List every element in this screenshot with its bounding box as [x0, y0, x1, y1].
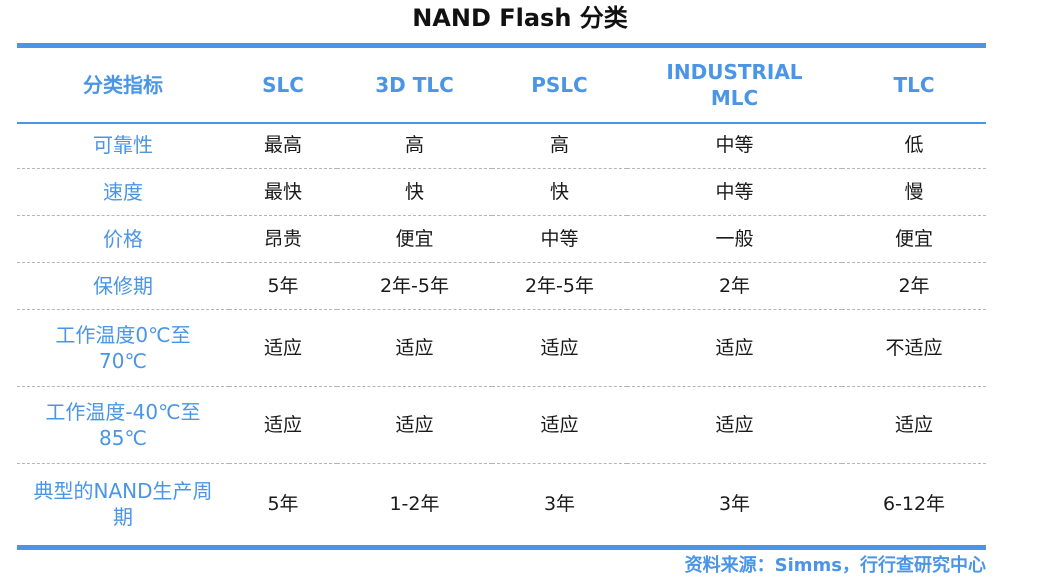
table-cell: 快 — [492, 168, 627, 216]
table-cell: 中等 — [627, 168, 842, 216]
table-cell: 适应 — [337, 386, 492, 464]
table-row: 工作温度0℃至70℃ 适应 适应 适应 适应 不适应 — [17, 309, 986, 387]
table-cell: 便宜 — [842, 215, 986, 263]
row-label-production-cycle-text: 典型的NAND生产周期 — [33, 479, 213, 529]
table-row: 价格 昂贵 便宜 中等 一般 便宜 — [17, 215, 986, 263]
table-cell: 适应 — [627, 386, 842, 464]
table-cell: 适应 — [492, 309, 627, 387]
table-row: 速度 最快 快 快 中等 慢 — [17, 168, 986, 216]
table-cell: 2年-5年 — [492, 262, 627, 310]
row-label-production-cycle: 典型的NAND生产周期 — [17, 464, 229, 545]
table-cell: 高 — [337, 122, 492, 169]
column-header-tlc: TLC — [893, 73, 935, 97]
table-cell: 2年-5年 — [337, 262, 492, 310]
table-cell: 2年 — [842, 262, 986, 310]
table-cell: 6-12年 — [882, 493, 946, 515]
table-cell: 不适应 — [842, 309, 986, 387]
row-label-price: 价格 — [17, 215, 229, 263]
column-header-industrial-mlc: INDUSTRIAL MLC — [627, 48, 842, 122]
column-header-industrial-mlc-text: INDUSTRIAL MLC — [666, 60, 803, 110]
table-cell: 2年 — [627, 262, 842, 310]
row-label-temp-0-70: 工作温度0℃至70℃ — [17, 309, 229, 387]
table-cell: 昂贵 — [229, 215, 337, 263]
table-header-row: 分类指标 SLC 3D TLC PSLC INDUSTRIAL MLC TLC — [17, 48, 986, 122]
column-header-slc: SLC — [262, 73, 304, 97]
table-row: 可靠性 最高 高 高 中等 低 — [17, 122, 986, 169]
row-label-temp-minus40-85-text: 工作温度-40℃至85℃ — [45, 400, 201, 450]
table-cell: 3年 — [543, 493, 576, 515]
table-cell: 1-2年 — [389, 493, 440, 515]
table-cell: 3年 — [718, 493, 751, 515]
row-label-temp-minus40-85: 工作温度-40℃至85℃ — [17, 386, 229, 464]
table-cell: 一般 — [627, 215, 842, 263]
row-label-reliability: 可靠性 — [17, 122, 229, 169]
table-cell: 高 — [492, 122, 627, 169]
column-header-3d-tlc: 3D TLC — [375, 73, 454, 97]
column-header-metric: 分类指标 — [83, 73, 163, 97]
table-cell: 便宜 — [337, 215, 492, 263]
header-divider — [17, 122, 986, 124]
table-cell: 适应 — [492, 386, 627, 464]
table-cell: 慢 — [842, 168, 986, 216]
table-cell: 适应 — [229, 386, 337, 464]
table-cell: 适应 — [337, 309, 492, 387]
table-cell: 适应 — [627, 309, 842, 387]
table-cell: 中等 — [492, 215, 627, 263]
table-cell: 中等 — [627, 122, 842, 169]
table-cell: 最高 — [229, 122, 337, 169]
table-cell: 快 — [337, 168, 492, 216]
column-header-pslc: PSLC — [531, 73, 588, 97]
table-row: 保修期 5年 2年-5年 2年-5年 2年 2年 — [17, 262, 986, 310]
table-cell: 适应 — [842, 386, 986, 464]
table-row: 工作温度-40℃至85℃ 适应 适应 适应 适应 适应 — [17, 386, 986, 464]
table-top-rule — [17, 43, 986, 48]
row-label-temp-0-70-text: 工作温度0℃至70℃ — [55, 323, 191, 373]
table-cell: 最快 — [229, 168, 337, 216]
table-bottom-rule — [17, 545, 986, 550]
table-cell: 低 — [842, 122, 986, 169]
table-cell: 适应 — [229, 309, 337, 387]
table-row: 典型的NAND生产周期 5年 1-2年 3年 3年 6-12年 — [17, 464, 986, 545]
source-note: 资料来源：Simms，行行查研究中心 — [684, 555, 986, 576]
table-cell: 5年 — [229, 262, 337, 310]
page-title: NAND Flash 分类 — [412, 4, 628, 32]
table-cell: 5年 — [267, 493, 299, 515]
row-label-speed: 速度 — [17, 168, 229, 216]
row-label-warranty: 保修期 — [17, 262, 229, 310]
nand-classification-table: 分类指标 SLC 3D TLC PSLC INDUSTRIAL MLC TLC … — [17, 48, 986, 544]
